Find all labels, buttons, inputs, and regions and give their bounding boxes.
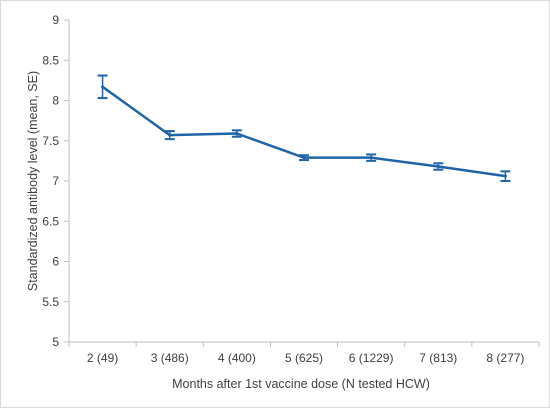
data-point <box>168 133 172 137</box>
data-point <box>503 174 507 178</box>
x-tick-label: 3 (486) <box>151 351 189 365</box>
y-tick-label: 5.5 <box>42 295 59 309</box>
y-tick-label: 6 <box>52 255 59 269</box>
y-tick-label: 9 <box>52 13 59 27</box>
data-point <box>302 156 306 160</box>
x-tick-label: 8 (277) <box>486 351 524 365</box>
y-tick-label: 6.5 <box>42 214 59 228</box>
y-tick-label: 5 <box>52 335 59 349</box>
y-tick-label: 7 <box>52 174 59 188</box>
series-line <box>101 85 506 178</box>
data-point <box>101 85 105 89</box>
y-tick-label: 7.5 <box>42 134 59 148</box>
data-point <box>436 165 440 169</box>
x-tick-label: 4 (400) <box>218 351 256 365</box>
x-tick-label: 6 (1229) <box>349 351 394 365</box>
y-tick-label: 8 <box>52 94 59 108</box>
data-point <box>235 132 239 136</box>
data-point <box>369 156 373 160</box>
x-axis: 2 (49) 3 (486) 4 (400) 5 (625) 6 (1229) 7 (81… <box>68 341 540 365</box>
y-axis: 5 5.5 6 6.5 7 7.5 8 8.5 9 <box>42 13 70 349</box>
x-tick-label: 7 (813) <box>419 351 457 365</box>
y-axis-title: Standardized antibody level (mean, SE) <box>26 71 40 291</box>
y-tick-label: 8.5 <box>42 53 59 67</box>
x-tick-label: 5 (625) <box>285 351 323 365</box>
x-axis-title: Months after 1st vaccine dose (N tested … <box>172 377 430 391</box>
plot-marks <box>97 74 511 182</box>
x-tick-label: 2 (49) <box>87 351 118 365</box>
